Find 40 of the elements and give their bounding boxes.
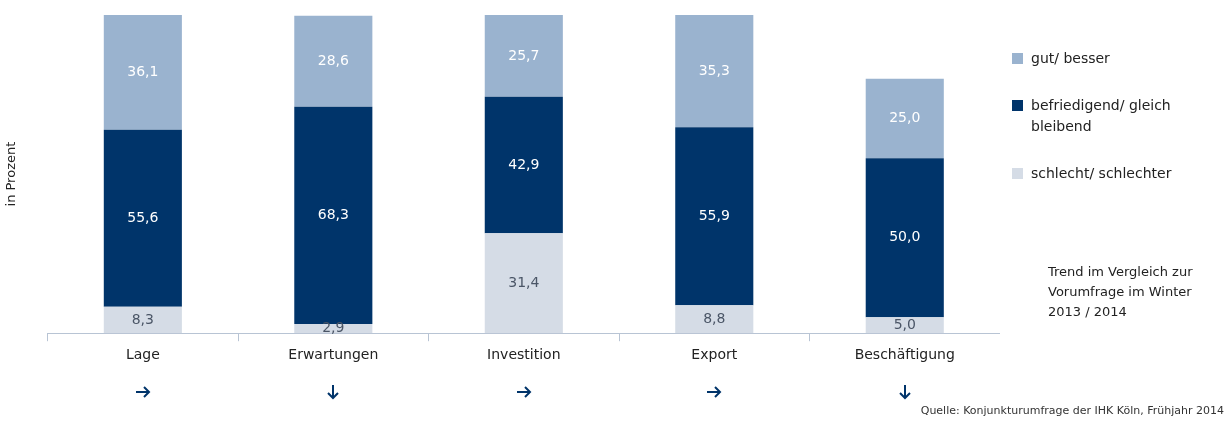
bar [103,129,182,307]
data-label: 35,3 [698,61,730,78]
bar [675,305,754,334]
text: Trend im Vergleich zur Vorumfrage im Winter 2013 / 2014 [1048,263,1194,321]
data-label: 25,0 [889,109,921,126]
x-tick-label: Lage [125,346,160,363]
source-note: Quelle: Konjunkturumfrage der IHK Köln, Frühjahr 2014 [920,404,1224,417]
x-tick-label: Erwartungen [288,346,379,363]
bar [865,78,944,159]
data-label: 28,6 [317,51,349,68]
bar [675,15,754,128]
x-tick-label: Investition [487,346,561,363]
bar [484,15,563,97]
bar [865,317,944,334]
data-label: 31,4 [508,273,540,290]
x-tick-label: Beschäftigung [854,346,955,363]
legend-label: schlecht/ schlechter [1031,164,1172,183]
bar [103,306,182,334]
x-tick-label: Export [691,346,738,363]
data-label: 42,9 [508,155,540,172]
legend-label: befriedigend/ gleich bleibend [1031,96,1172,136]
data-label: 68,3 [317,205,349,222]
data-label: 55,9 [698,206,730,223]
data-label: 55,6 [127,208,159,225]
bar [484,96,563,234]
data-label: 36,1 [127,63,159,80]
legend-label: gut/ besser [1031,49,1110,68]
bar [103,15,182,130]
data-label: 5,0 [893,315,916,332]
data-label: 50,0 [889,228,921,245]
bar [484,233,563,334]
data-label: 25,7 [508,46,540,63]
bar [865,158,944,318]
y-axis-title: in Prozent [3,141,19,207]
bar [675,127,754,306]
data-label: 8,8 [703,309,726,326]
data-label: 8,3 [131,310,154,327]
data-label: 2,9 [322,319,345,336]
bar [294,106,373,324]
bar [294,15,373,107]
